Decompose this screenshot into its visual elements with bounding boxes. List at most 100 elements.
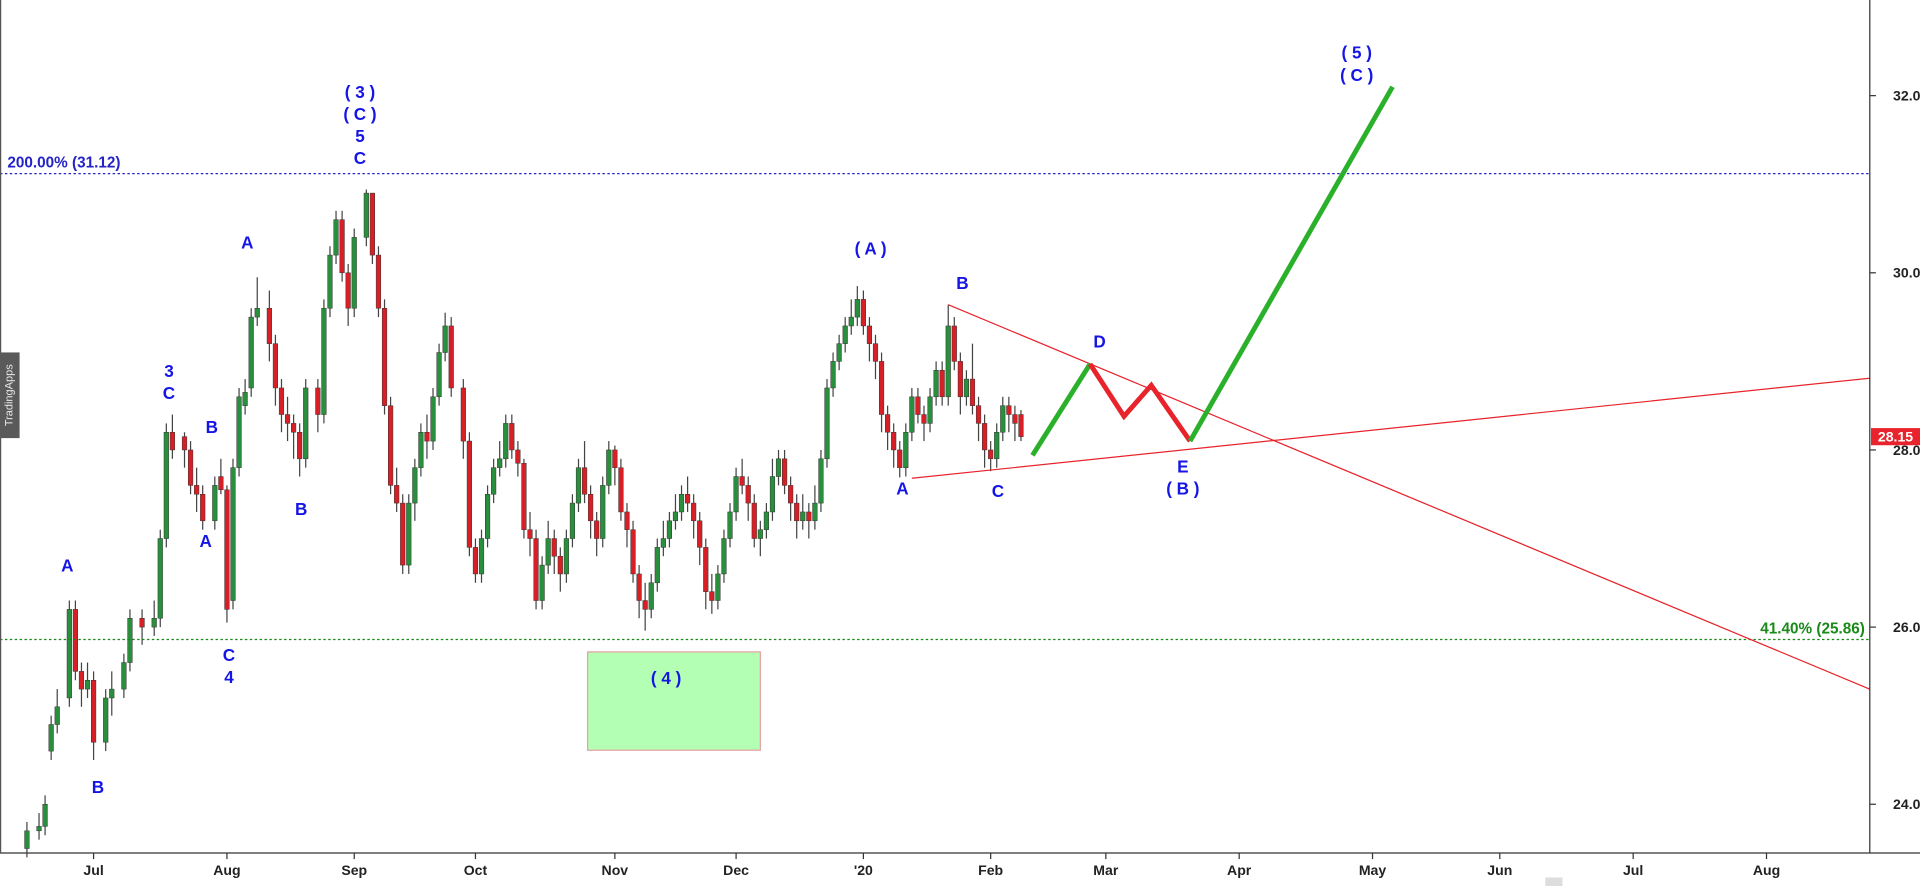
y-tick-label: 26.00 xyxy=(1893,619,1920,635)
wave-label: C xyxy=(163,383,175,403)
candle-body xyxy=(933,369,939,398)
candle-body xyxy=(333,219,339,256)
candle-body xyxy=(1006,405,1012,415)
wave-label: C xyxy=(354,148,366,168)
candle-body xyxy=(169,431,175,451)
candle-body xyxy=(666,520,672,539)
candle-body xyxy=(721,538,727,575)
candle-body xyxy=(24,830,30,849)
candle-body xyxy=(903,431,909,468)
wave-label: ( C ) xyxy=(343,104,376,124)
candle-body xyxy=(394,485,400,504)
candle-body xyxy=(181,436,188,451)
last-price-label: 28.15 xyxy=(1878,429,1913,445)
candle-body xyxy=(763,511,769,530)
candle-body xyxy=(1018,414,1024,437)
candle-body xyxy=(466,440,472,548)
candle-body xyxy=(485,493,491,539)
candle-body xyxy=(66,609,72,699)
candle-body xyxy=(163,431,169,539)
y-tick-label: 28.00 xyxy=(1893,442,1920,458)
lines-layer xyxy=(0,85,1870,690)
candle-body xyxy=(921,414,927,424)
wave-label: C xyxy=(223,645,235,665)
candle-body xyxy=(897,449,903,468)
scroll-handle[interactable] xyxy=(1545,877,1563,886)
candle-body xyxy=(836,343,842,362)
candle-body xyxy=(672,511,679,522)
candle-body xyxy=(860,299,866,327)
projection xyxy=(1088,362,1193,443)
y-tick-label: 30.00 xyxy=(1893,265,1920,281)
candle-body xyxy=(612,449,618,468)
candle-body xyxy=(491,467,497,495)
wave-label: C xyxy=(992,481,1004,501)
target-zone xyxy=(586,651,761,751)
candle-body xyxy=(497,458,503,468)
candle-body xyxy=(588,493,594,522)
wave-label: 5 xyxy=(355,126,365,146)
level-label: 200.00% (31.12) xyxy=(7,154,120,171)
candle-body xyxy=(54,706,60,725)
candle-body xyxy=(248,316,254,389)
candle-body xyxy=(824,387,830,460)
candle-body xyxy=(939,369,945,398)
candle-body xyxy=(127,617,133,663)
trendline xyxy=(947,304,1870,690)
candle-body xyxy=(697,520,703,548)
y-tick-label: 32.00 xyxy=(1893,88,1920,104)
candle-body xyxy=(951,325,957,362)
candle-body xyxy=(236,396,242,468)
candle-body xyxy=(400,502,406,566)
candle-body xyxy=(121,662,127,690)
x-tick-label: May xyxy=(1359,862,1387,878)
x-tick-label: Jul xyxy=(1623,862,1643,878)
candle-body xyxy=(339,219,345,274)
candle-body xyxy=(278,387,285,415)
candle-body xyxy=(812,502,818,522)
candle-body xyxy=(551,538,557,557)
candle-body xyxy=(818,458,824,504)
x-tick-label: Nov xyxy=(602,862,629,878)
candle-body xyxy=(872,343,879,362)
candle-body xyxy=(757,529,763,539)
wave-label: ( 3 ) xyxy=(345,82,375,102)
candle-body xyxy=(539,564,545,601)
x-tick-label: Sep xyxy=(341,862,367,878)
candle-body xyxy=(442,325,448,353)
wave-label: ( 4 ) xyxy=(651,668,681,688)
candle-body xyxy=(194,485,200,495)
x-tick-label: Aug xyxy=(1753,862,1780,878)
wave-label: ( B ) xyxy=(1166,478,1199,498)
x-tick-label: Oct xyxy=(464,862,488,878)
candle-body xyxy=(266,307,272,344)
candle-body xyxy=(885,414,891,433)
wave-label: B xyxy=(92,777,104,797)
candle-body xyxy=(660,538,666,548)
candle-body xyxy=(412,467,418,504)
candle-body xyxy=(509,423,515,451)
candle-body xyxy=(751,502,757,539)
candle-body xyxy=(594,520,600,539)
candle-body xyxy=(769,476,776,513)
candle-body xyxy=(545,538,551,566)
candle-body xyxy=(915,396,921,415)
candle-body xyxy=(139,617,145,628)
wave-label: 3 xyxy=(164,361,174,381)
candle-body xyxy=(775,458,782,477)
candle-body xyxy=(800,511,806,522)
candle-body xyxy=(515,449,521,464)
candle-body xyxy=(636,573,642,601)
x-tick-label: Apr xyxy=(1227,862,1252,878)
candle-body xyxy=(606,449,612,486)
candle-body xyxy=(927,396,933,424)
candle-body xyxy=(600,485,606,539)
candle-body xyxy=(42,803,48,827)
candle-body xyxy=(563,538,569,575)
candle-body xyxy=(212,485,218,522)
candle-body xyxy=(557,555,563,575)
candle-body xyxy=(909,396,915,433)
candle-body xyxy=(254,307,260,318)
x-tick-label: Dec xyxy=(723,862,749,878)
